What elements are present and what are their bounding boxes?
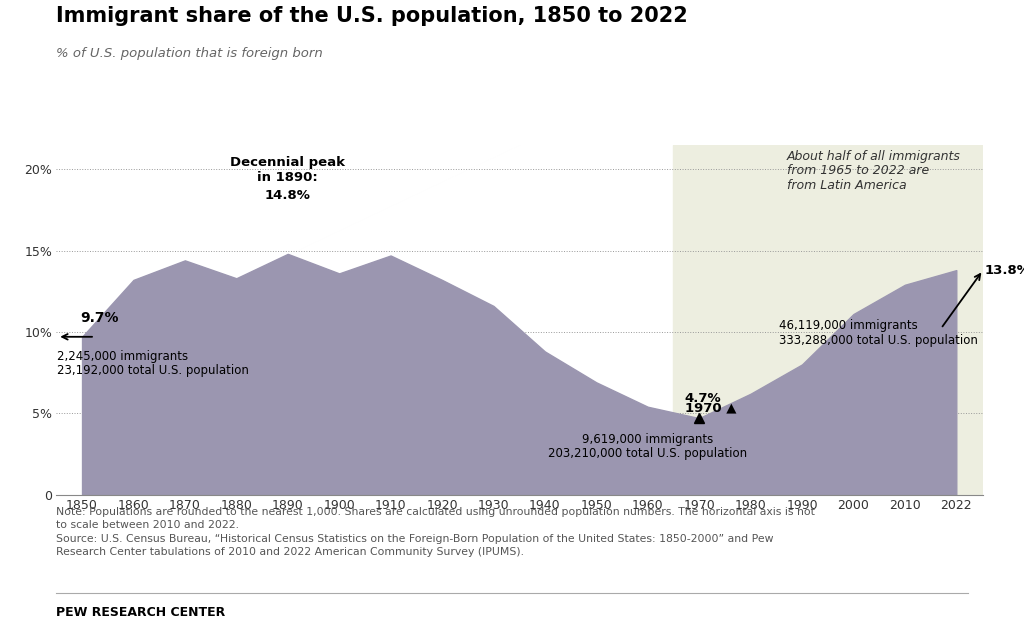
Text: Note: Populations are rounded to the nearest 1,000. Shares are calculated using : Note: Populations are rounded to the nea… bbox=[56, 507, 815, 557]
Text: 2,245,000 immigrants: 2,245,000 immigrants bbox=[57, 350, 188, 363]
Text: 14.8%: 14.8% bbox=[265, 189, 310, 202]
Text: 46,119,000 immigrants: 46,119,000 immigrants bbox=[779, 319, 918, 332]
Text: 4.7%: 4.7% bbox=[685, 392, 721, 405]
Text: 1970 ▲: 1970 ▲ bbox=[685, 402, 736, 415]
Text: 23,192,000 total U.S. population: 23,192,000 total U.S. population bbox=[57, 364, 249, 377]
Text: Immigrant share of the U.S. population, 1850 to 2022: Immigrant share of the U.S. population, … bbox=[56, 6, 688, 26]
Text: from Latin America: from Latin America bbox=[786, 179, 906, 192]
Text: 9,619,000 immigrants: 9,619,000 immigrants bbox=[582, 433, 714, 446]
Text: 9.7%: 9.7% bbox=[81, 311, 119, 326]
Text: 13.8%: 13.8% bbox=[985, 263, 1024, 277]
Text: 203,210,000 total U.S. population: 203,210,000 total U.S. population bbox=[548, 447, 748, 461]
Text: Decennial peak: Decennial peak bbox=[230, 156, 345, 169]
Text: in 1890:: in 1890: bbox=[257, 171, 318, 184]
Text: PEW RESEARCH CENTER: PEW RESEARCH CENTER bbox=[56, 606, 225, 619]
Text: % of U.S. population that is foreign born: % of U.S. population that is foreign bor… bbox=[56, 47, 323, 60]
Text: About half of all immigrants: About half of all immigrants bbox=[786, 150, 961, 163]
Text: from 1965 to 2022 are: from 1965 to 2022 are bbox=[786, 164, 929, 178]
Text: 333,288,000 total U.S. population: 333,288,000 total U.S. population bbox=[779, 333, 978, 347]
Bar bbox=[674, 145, 983, 495]
